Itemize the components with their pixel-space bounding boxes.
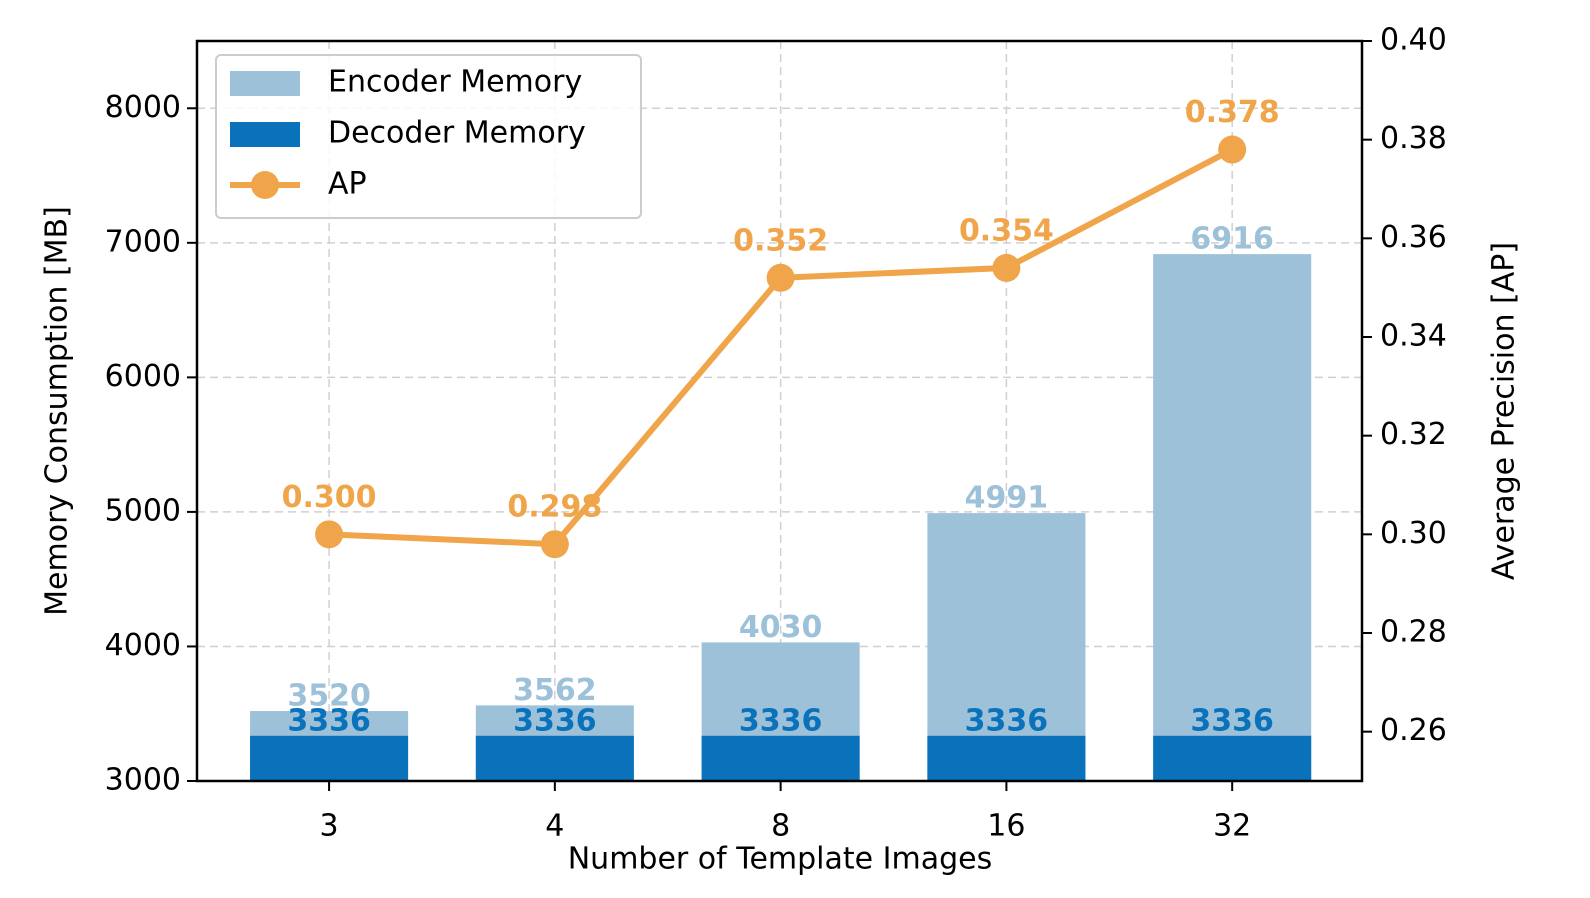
bar [927, 735, 1086, 781]
legend-label: Encoder Memory [328, 65, 582, 100]
marker [1218, 135, 1247, 164]
legend-label: Decoder Memory [328, 116, 586, 151]
y-tick-label: 8000 [105, 90, 181, 125]
data-label: 0.300 [282, 480, 377, 515]
data-label: 4991 [965, 481, 1049, 516]
y2-axis-label: Average Precision [AP] [1487, 242, 1522, 580]
y-tick-label: 5000 [105, 493, 181, 528]
bar [701, 735, 860, 781]
y-tick-label: 6000 [105, 359, 181, 394]
legend-swatch [251, 171, 279, 199]
bar [475, 735, 634, 781]
marker [315, 520, 344, 549]
data-label: 0.352 [733, 223, 828, 258]
data-label: 4030 [739, 610, 823, 645]
y2-tick-label: 0.26 [1380, 713, 1447, 748]
bar [1153, 735, 1312, 781]
y-axis-label: Memory Consumption [MB] [40, 206, 75, 616]
y2-tick-label: 0.30 [1380, 516, 1447, 551]
y2-tick-label: 0.38 [1380, 121, 1447, 156]
y2-tick-label: 0.32 [1380, 417, 1447, 452]
data-label: 3562 [513, 673, 597, 708]
bar [1153, 254, 1312, 781]
marker [766, 263, 795, 292]
y2-tick-label: 0.28 [1380, 615, 1447, 650]
legend-label: AP [328, 167, 367, 202]
data-label: 3336 [739, 703, 823, 738]
y-tick-label: 4000 [105, 628, 181, 663]
x-tick-label: 32 [1213, 809, 1251, 844]
plot-frame [195, 39, 1364, 783]
data-label: 3336 [287, 703, 371, 738]
data-label: 0.298 [507, 490, 602, 525]
data-label: 3336 [513, 703, 597, 738]
legend-box [215, 54, 642, 219]
y2-tick-label: 0.40 [1380, 23, 1447, 58]
y2-tick-label: 0.36 [1380, 220, 1447, 255]
data-label: 3336 [965, 703, 1049, 738]
data-label: 3520 [287, 679, 371, 714]
legend-swatch [230, 122, 300, 147]
bar [250, 735, 409, 781]
x-tick-label: 3 [320, 809, 339, 844]
data-label: 3336 [1190, 703, 1274, 738]
marker [540, 530, 569, 559]
data-label: 6916 [1190, 222, 1274, 257]
data-label: 0.354 [959, 213, 1054, 248]
x-tick-label: 16 [987, 809, 1025, 844]
data-label: 0.378 [1185, 95, 1280, 130]
legend: Encoder Memory Decoder Memory AP [215, 54, 642, 219]
y-tick-label: 7000 [105, 224, 181, 259]
marker [992, 253, 1021, 282]
x-axis-label: Number of Template Images [568, 842, 993, 877]
x-tick-label: 8 [771, 809, 790, 844]
y-tick-label: 3000 [105, 763, 181, 798]
y2-tick-label: 0.34 [1380, 319, 1447, 354]
legend-swatch [230, 71, 300, 96]
x-tick-label: 4 [545, 809, 564, 844]
